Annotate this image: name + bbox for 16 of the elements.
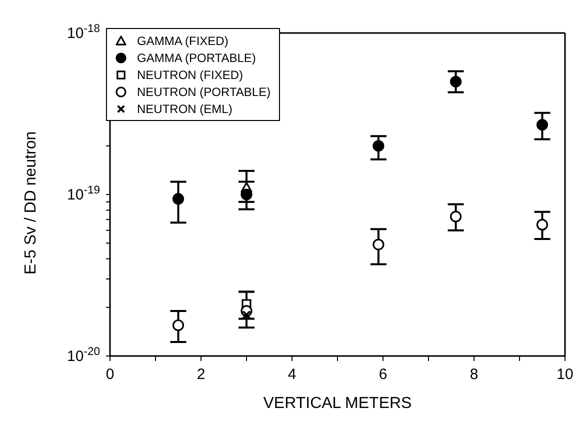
legend-label: GAMMA (FIXED) bbox=[137, 34, 228, 48]
legend-label: NEUTRON (EML) bbox=[137, 102, 232, 116]
legend-label: NEUTRON (PORTABLE) bbox=[137, 84, 271, 98]
y-tick-label: 10$^{-19}$ bbox=[67, 184, 100, 204]
x-tick-label: 6 bbox=[378, 366, 388, 383]
x-axis-title: VERTICAL METERS bbox=[263, 395, 412, 412]
y-axis-title: E-5 Sv / DD neutron bbox=[22, 131, 40, 274]
x-tick-label: 8 bbox=[470, 366, 478, 383]
y-tick-label: 10$^{-18}$ bbox=[67, 23, 100, 42]
x-tick-label: 0 bbox=[106, 366, 114, 383]
x-tick-label: 2 bbox=[196, 366, 206, 383]
x-tick-label: 4 bbox=[288, 366, 296, 383]
x-tick-label: 10 bbox=[556, 366, 574, 383]
y-tick-label: 10$^{-20}$ bbox=[67, 346, 100, 365]
legend-label: GAMMA (PORTABLE) bbox=[137, 50, 256, 64]
legend-label: NEUTRON (FIXED) bbox=[137, 68, 243, 82]
